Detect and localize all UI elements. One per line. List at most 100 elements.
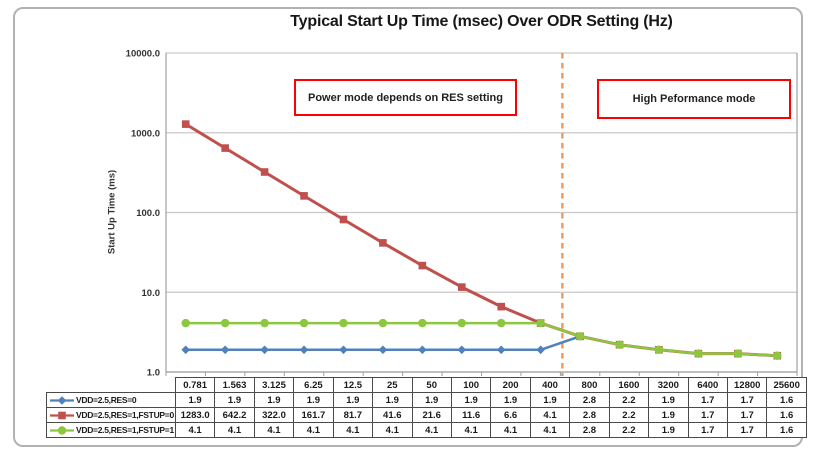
series-line [185,321,778,357]
marker-circle [694,349,703,358]
marker-circle [220,318,230,328]
marker-diamond [536,345,545,355]
marker-diamond [418,345,427,355]
series-vdd-2-5-res-0 [181,332,782,361]
data-table: 0.781 1.563 3.125 6.25 12.5 25 50 100 200 400 800 1… [46,377,807,438]
odr-column-header: 25 [372,377,413,393]
odr-column-header: 50 [411,377,452,393]
value-cell: 4.1 [372,422,413,438]
legend-key: VDD=2.5,RES=1,FSTUP=1 [50,425,174,436]
value-cell: 2.2 [608,422,650,438]
series-name: VDD=2.5,RES=1,FSTUP=1 [76,425,174,436]
marker-circle [260,318,269,328]
chart-title: Typical Start Up Time (msec) Over ODR Se… [290,13,673,30]
value-cell: 1.7 [726,422,768,438]
value-cell: 1.9 [332,392,374,408]
value-cell: 2.2 [608,392,650,408]
marker-circle [339,318,348,328]
marker-diamond [457,345,467,355]
marker-square [497,302,506,311]
plot-area-svg: 10000.0 1000.0 100.0 10.0 1.0 [126,49,798,379]
odr-column-header: 6400 [687,377,729,393]
marker-diamond [496,345,506,355]
value-cell: 322.0 [253,407,295,423]
legend-key: VDD=2.5,RES=1,FSTUP=0 [50,410,174,421]
series-name: VDD=2.5,RES=1,FSTUP=0 [76,410,174,421]
value-cell: 1.6 [766,392,807,408]
value-cell: 4.1 [490,422,531,438]
y-tick-label: 1.0 [147,368,160,379]
value-cell: 1.9 [372,392,413,408]
odr-column-header: 100 [450,377,492,393]
value-cell: 1.7 [687,392,729,408]
marker-square [379,239,387,247]
value-cell: 2.2 [608,407,650,423]
odr-column-header: 1.563 [214,377,255,393]
value-cell: 1.7 [687,422,729,438]
marker-circle [57,425,67,435]
odr-column-header: 1600 [608,377,650,393]
legend-key: VDD=2.5,RES=0 [50,395,137,406]
odr-column-header: 25600 [766,377,807,393]
value-cell: 1283.0 [174,407,216,423]
annotation-power-mode: Power mode depends on RES setting [294,79,517,116]
series-line [184,122,778,358]
marker-square [418,261,427,270]
table-header-row: 0.781 1.563 3.125 6.25 12.5 25 50 100 200 400 800 1… [47,377,807,393]
marker-circle [575,332,585,341]
marker-circle [181,318,190,328]
legend-marker-icon [50,411,74,419]
table-row: VDD=2.5,RES=1,FSTUP=0 1283.0 642.2 322.0 161… [46,407,807,423]
value-cell: 1.7 [726,392,768,408]
marker-square [339,215,348,224]
table-row: VDD=2.5,RES=0 1.9 1.9 1.9 1.9 1.9 1.9 1.9 1.9 1.9… [46,392,807,408]
marker-diamond [299,345,309,355]
value-cell: 4.1 [332,422,374,438]
value-cell: 1.6 [766,422,807,438]
y-tick-label: 1000.0 [131,128,160,139]
odr-column-header: 12800 [726,377,768,393]
value-cell: 1.6 [766,407,807,423]
odr-column-header: 3200 [648,377,689,393]
marker-square [181,120,190,128]
marker-square [457,283,466,291]
marker-diamond [260,345,269,355]
marker-diamond [181,345,191,355]
value-cell: 642.2 [214,407,255,423]
value-cell: 4.1 [214,422,255,438]
marker-circle [497,318,506,328]
odr-column-header: 12.5 [332,377,374,393]
marker-square [260,168,269,176]
odr-column-header: 3.125 [253,377,295,393]
value-cell: 1.9 [174,392,216,408]
odr-column-header: 200 [490,377,531,393]
value-cell: 1.9 [214,392,255,408]
value-cell: 4.1 [529,422,571,438]
series-legend-cell: VDD=2.5,RES=1,FSTUP=0 [46,407,176,423]
value-cell: 4.1 [174,422,216,438]
marker-circle [615,340,624,349]
y-tick-label: 10000.0 [126,49,160,60]
marker-square [221,144,229,152]
marker-circle [457,318,466,328]
value-cell: 4.1 [293,422,334,438]
value-cell: 81.7 [332,407,374,423]
value-cell: 1.7 [687,407,729,423]
legend-marker-icon [50,425,74,435]
value-cell: 2.8 [569,407,610,423]
value-cell: 1.9 [529,392,571,408]
value-cell: 6.6 [490,407,531,423]
value-cell: 4.1 [450,422,492,438]
value-cell: 2.8 [569,392,610,408]
value-cell: 21.6 [411,407,452,423]
value-cell: 1.9 [648,392,689,408]
odr-column-header: 6.25 [293,377,334,393]
table-corner-cell [47,378,176,393]
value-cell: 1.9 [253,392,295,408]
value-cell: 4.1 [253,422,295,438]
y-tick-label: 10.0 [142,288,161,299]
value-cell: 11.6 [450,407,492,423]
value-cell: 161.7 [293,407,334,423]
series-vdd-2-5-res-1-fstup-1 [181,318,782,360]
marker-diamond [57,395,67,405]
